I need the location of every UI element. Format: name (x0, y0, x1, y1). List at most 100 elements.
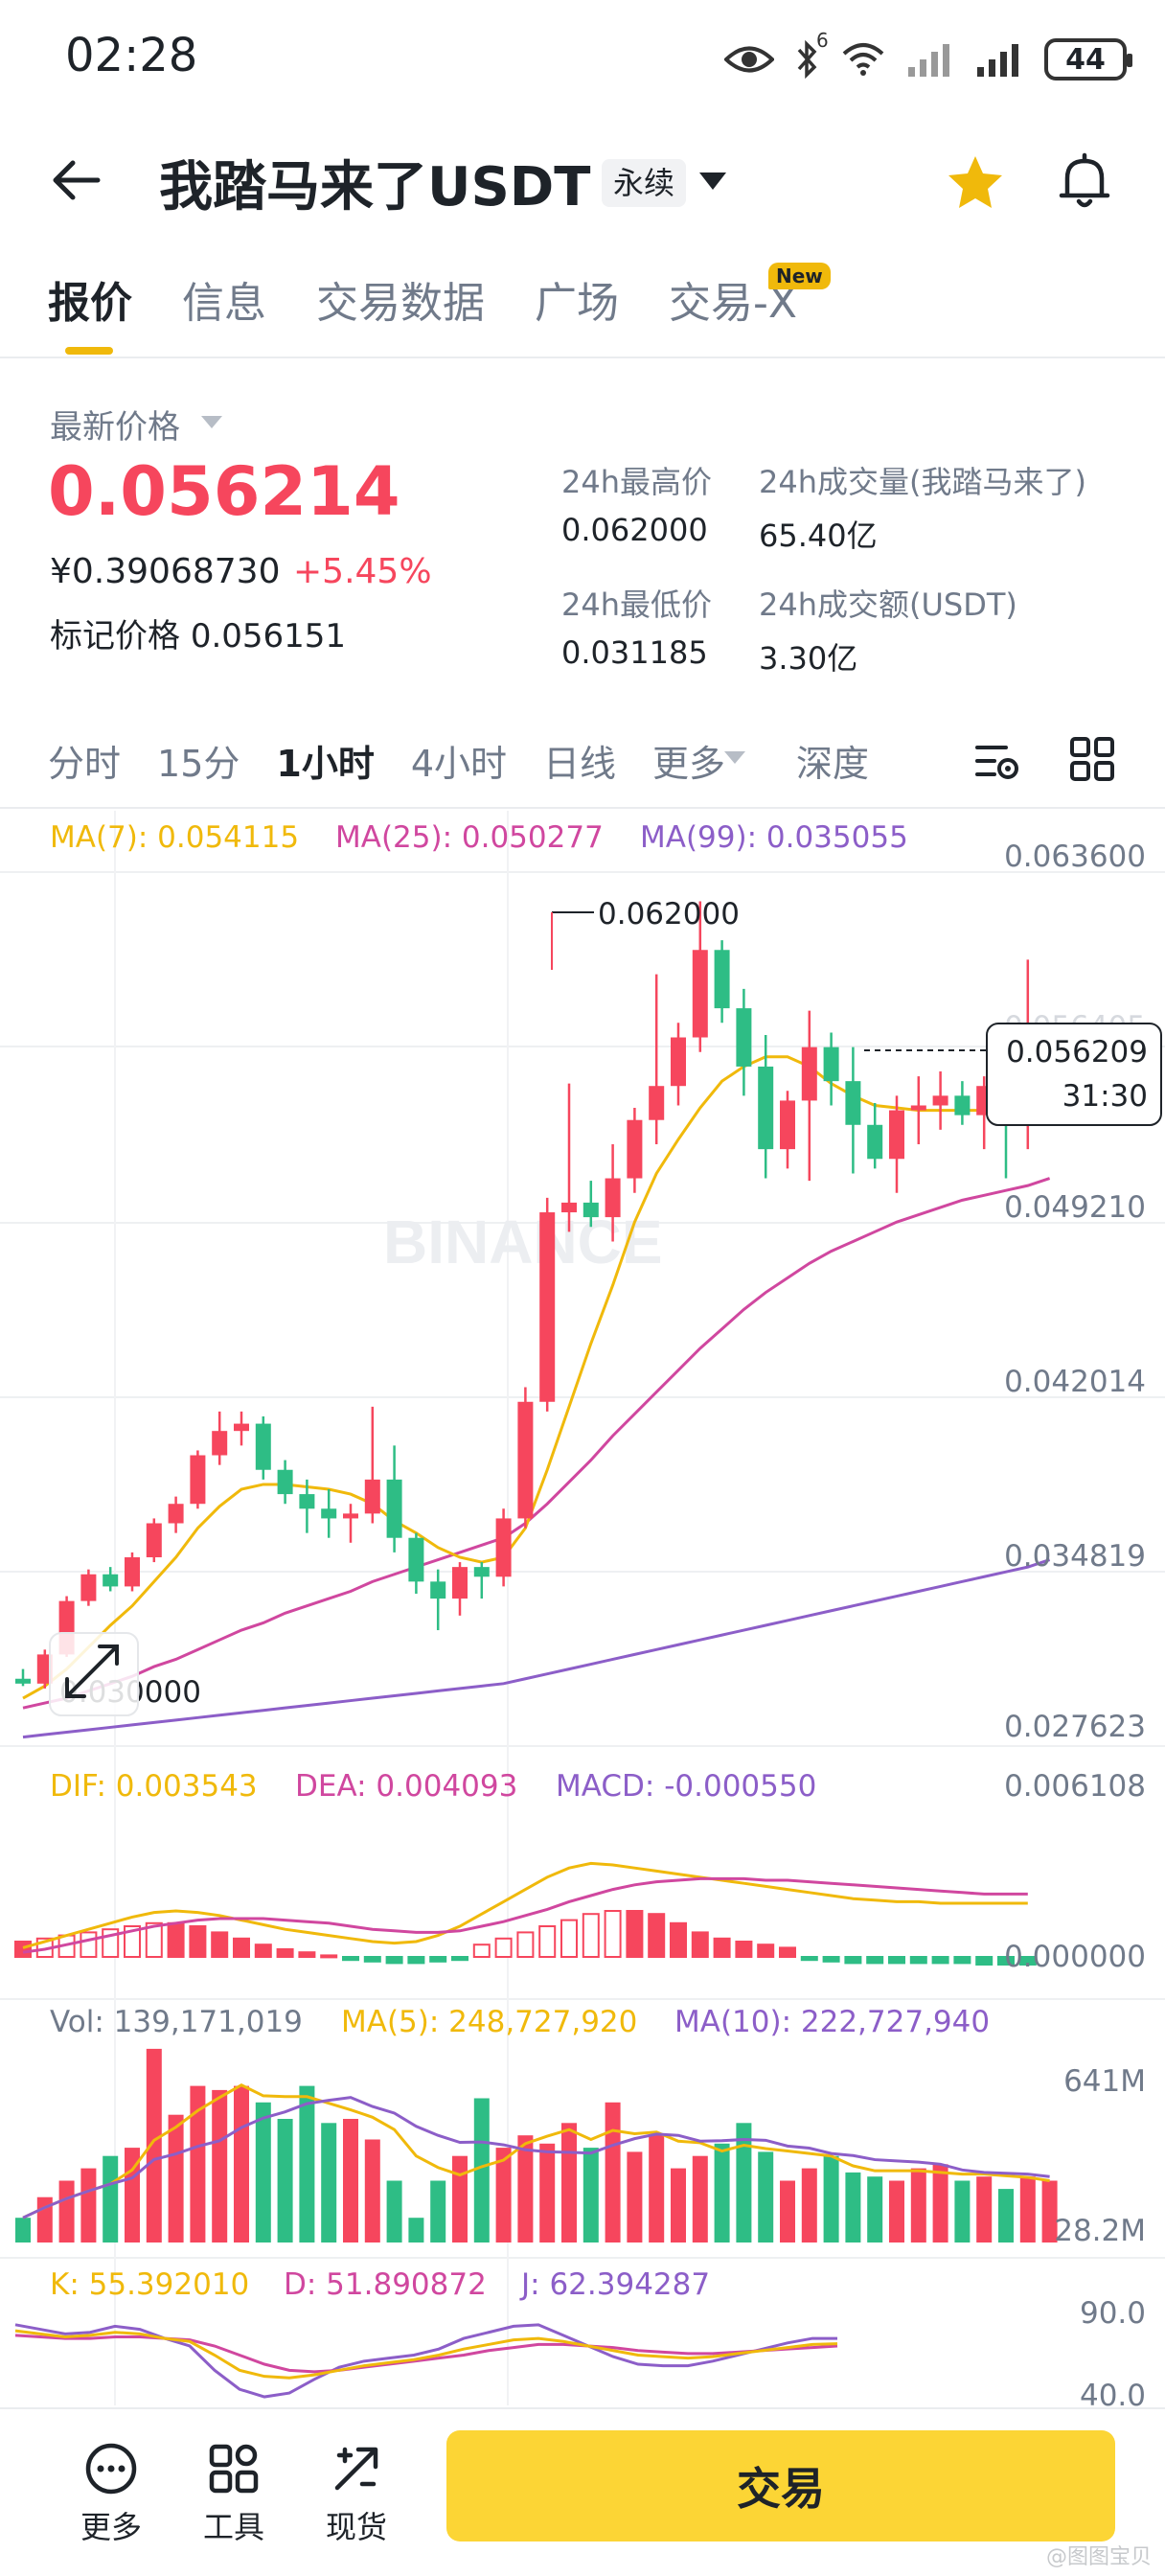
candle-body (910, 1105, 926, 1111)
macd-bar (670, 1921, 687, 1959)
battery-level: 44 (1065, 42, 1106, 77)
macd-bar (233, 1937, 250, 1959)
back-arrow-icon[interactable] (48, 151, 105, 209)
volume-bar (452, 2155, 468, 2242)
candle-body (321, 1508, 337, 1519)
macd-bar (516, 1931, 535, 1959)
macd-bar (713, 1937, 731, 1959)
last-price-label[interactable]: 最新价格 (50, 408, 180, 447)
macd-bar (429, 1956, 447, 1963)
tab-square[interactable]: 广场 (535, 279, 619, 328)
current-price-box (986, 1023, 1162, 1126)
macd-bar (538, 1925, 557, 1958)
volume-bar (889, 2180, 904, 2242)
macd-bar (342, 1956, 359, 1962)
volume-bar (582, 2148, 599, 2242)
candle-body (408, 1537, 424, 1582)
wifi-generation: 6 (816, 29, 829, 52)
macd-bar (167, 1921, 185, 1959)
interval-bar: 分时 15分 1小时 4小时 日线 更多 深度 (48, 734, 905, 787)
moving-average-lines (22, 1055, 1051, 1739)
tab-quote[interactable]: 报价 (48, 279, 132, 328)
candle-body (736, 1008, 752, 1067)
last-price-dropdown-icon[interactable] (201, 416, 222, 428)
volume-bar (867, 2176, 883, 2242)
volume-bar (910, 2168, 926, 2242)
spot-icon (334, 2447, 378, 2491)
vol-ma5-line (22, 2083, 1050, 2220)
macd-bar (451, 1956, 468, 1962)
signal-icon-1 (908, 44, 949, 77)
pair-dropdown-icon[interactable] (699, 172, 726, 190)
signal-icon-2 (977, 44, 1018, 77)
volume-bar (168, 2114, 184, 2242)
amount-24h-value: 3.30亿 (759, 640, 858, 677)
volume-bar (212, 2089, 228, 2242)
macd-bar (822, 1956, 840, 1963)
low-24h-label: 24h最低价 (561, 586, 713, 623)
macd-bar (997, 1956, 1015, 1966)
tools-nav-item[interactable]: 工具 (195, 2442, 272, 2547)
volume-bar (671, 2168, 686, 2242)
macd-bar (254, 1944, 272, 1958)
low-24h-value: 0.031185 (561, 634, 708, 671)
macd-tick: 0.006108 (1004, 1769, 1146, 1804)
divider (0, 807, 1165, 809)
macd-bar (909, 1956, 927, 1965)
interval-time-sharing[interactable]: 分时 (48, 743, 122, 785)
ma99-legend: MA(99): 0.035055 (640, 820, 908, 855)
bell-icon[interactable] (1056, 151, 1113, 211)
macd-bar (363, 1956, 381, 1963)
macd-bar (276, 1948, 294, 1958)
volume-bar (103, 2155, 119, 2242)
kdj_d-line (14, 2334, 838, 2374)
candle-body (605, 1178, 621, 1218)
volume-bar (495, 2148, 512, 2242)
favorite-star-icon[interactable] (947, 153, 1004, 211)
macd-bar (494, 1937, 513, 1959)
interval-depth[interactable]: 深度 (796, 743, 870, 785)
interval-more[interactable]: 更多 (652, 743, 726, 785)
volume-bar (364, 2139, 380, 2242)
volume-bar (146, 2048, 162, 2242)
chart-settings-icon[interactable] (973, 738, 1021, 784)
tab-info[interactable]: 信息 (182, 279, 266, 328)
candle-body (168, 1504, 184, 1524)
grid-layout-icon[interactable] (1069, 736, 1115, 782)
kdj-panel (14, 2323, 838, 2399)
expand-icon[interactable] (65, 1644, 119, 1698)
candle-body (299, 1494, 315, 1509)
price-tick: 0.027623 (1004, 1710, 1146, 1744)
candle-body (627, 1119, 643, 1179)
macd-bar (975, 1956, 994, 1966)
wifi-icon (842, 43, 884, 76)
macd-legend: MACD: -0.000550 (556, 1769, 816, 1804)
interval-1h[interactable]: 1小时 (276, 743, 375, 785)
chart-gridlines (0, 811, 1165, 2405)
volume-bar (255, 2102, 271, 2242)
volume-24h-value: 65.40亿 (759, 518, 878, 554)
macd-bar (691, 1931, 709, 1959)
ma25-legend: MA(25): 0.050277 (335, 820, 604, 855)
fullscreen-button[interactable] (49, 1632, 139, 1716)
trade-button[interactable]: 交易 (446, 2430, 1115, 2542)
dif-line (22, 1861, 1028, 1949)
kline-chart[interactable]: BINANCE MA(7): 0.054115 MA(25): 0.050277… (0, 809, 1165, 2407)
pair-title[interactable]: 我踏马来了USDT (159, 156, 591, 218)
candle-body (801, 1046, 817, 1101)
status-time: 02:28 (65, 29, 198, 82)
macd-panel (14, 1861, 1037, 1966)
candle-body (758, 1066, 774, 1150)
macd-bar (385, 1956, 403, 1965)
interval-4h[interactable]: 4小时 (410, 743, 508, 785)
tab-trading-data[interactable]: 交易数据 (316, 279, 485, 328)
candle-body (103, 1574, 119, 1587)
interval-1d[interactable]: 日线 (543, 743, 617, 785)
spot-nav-item[interactable]: 现货 (318, 2442, 395, 2547)
price-tick: 0.063600 (1004, 840, 1146, 874)
candle-body (364, 1479, 380, 1514)
more-nav-item[interactable]: 更多 (73, 2442, 149, 2547)
interval-15m[interactable]: 15分 (157, 743, 240, 785)
candle-body (867, 1124, 883, 1160)
more-dropdown-icon[interactable] (724, 751, 745, 764)
